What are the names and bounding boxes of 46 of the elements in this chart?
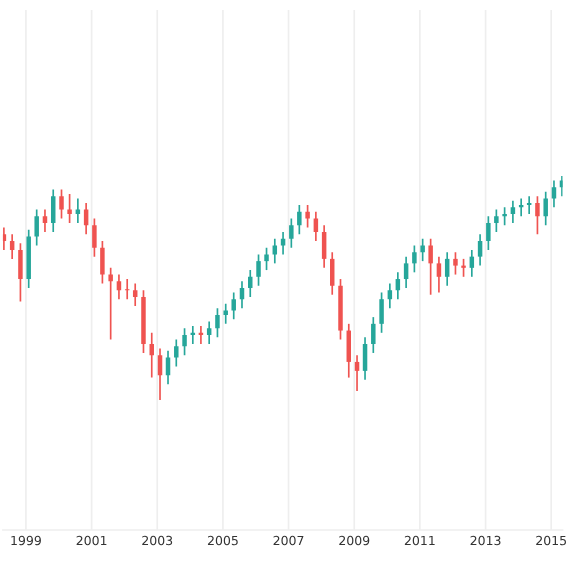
candlestick bbox=[486, 215, 491, 251]
candlestick bbox=[223, 302, 228, 325]
candlestick bbox=[92, 217, 97, 258]
candlestick bbox=[379, 291, 384, 334]
candlestick bbox=[453, 251, 458, 276]
candlestick bbox=[67, 193, 72, 224]
candlestick bbox=[100, 240, 105, 285]
candlestick bbox=[2, 226, 7, 251]
candlestick bbox=[420, 237, 425, 262]
candlestick bbox=[289, 217, 294, 249]
candlestick bbox=[297, 204, 302, 236]
candlestick bbox=[371, 316, 376, 354]
candlestick bbox=[149, 331, 154, 379]
candlestick bbox=[215, 307, 220, 339]
candlestick bbox=[403, 255, 409, 289]
candlestick bbox=[256, 253, 261, 287]
candlestick bbox=[338, 278, 343, 341]
candlestick bbox=[535, 195, 540, 236]
candlestick bbox=[116, 273, 122, 301]
candlestick bbox=[9, 233, 15, 260]
candlestick bbox=[182, 327, 187, 357]
candlestick bbox=[34, 208, 39, 247]
candlestick bbox=[510, 199, 516, 224]
candlestick bbox=[428, 237, 433, 296]
candlestick bbox=[59, 188, 64, 220]
candlestick bbox=[42, 208, 48, 233]
candlestick bbox=[174, 338, 179, 368]
candlestick bbox=[305, 204, 310, 229]
candlestick bbox=[387, 282, 393, 309]
candlestick bbox=[494, 208, 499, 233]
candlestick bbox=[354, 354, 360, 392]
candlestick bbox=[412, 244, 417, 274]
candlestick bbox=[141, 289, 146, 354]
candlestick bbox=[108, 267, 113, 341]
candlestick bbox=[26, 228, 31, 289]
candlestick bbox=[18, 242, 23, 303]
candlestick bbox=[543, 190, 548, 227]
candlestick bbox=[124, 278, 130, 301]
candlestick bbox=[264, 246, 269, 271]
candlestick bbox=[477, 233, 483, 267]
candlestick bbox=[248, 269, 253, 298]
candlestick bbox=[132, 282, 138, 307]
candlestick bbox=[436, 255, 442, 294]
candlestick bbox=[231, 291, 236, 321]
candlestick bbox=[206, 320, 212, 345]
candlestick bbox=[272, 237, 278, 265]
